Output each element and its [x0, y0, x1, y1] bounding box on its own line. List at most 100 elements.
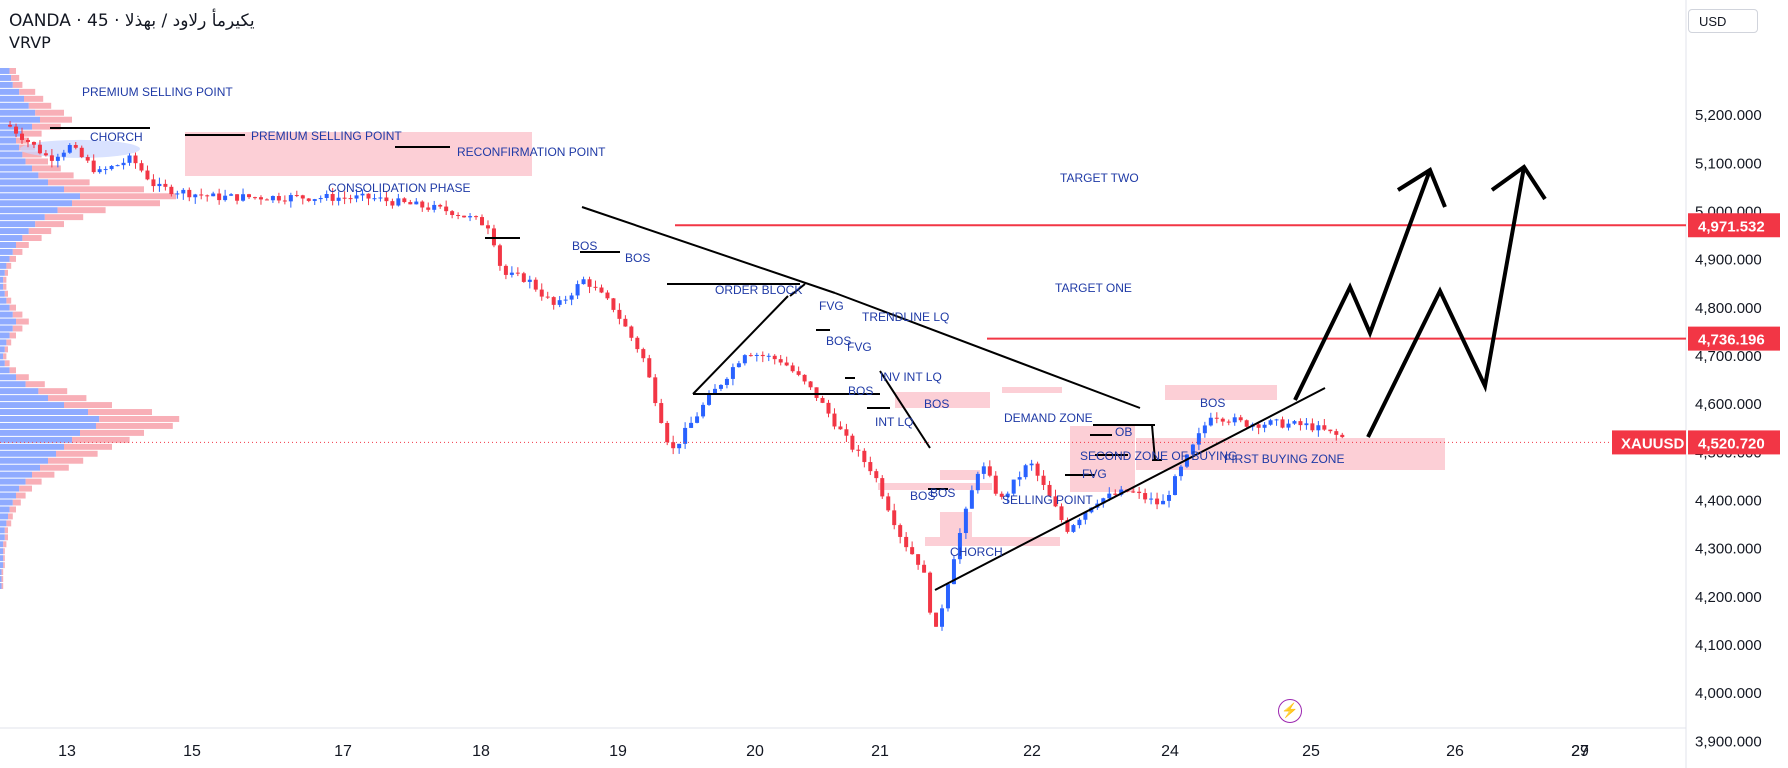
price-tag-bg: [1688, 326, 1780, 351]
candle-body: [288, 195, 293, 202]
candle-body: [683, 427, 688, 444]
y-tick-label: 4,100.000: [1695, 637, 1762, 654]
volume-bar-bull: [0, 422, 96, 429]
volume-bar-bear: [9, 255, 16, 262]
volume-bar-bull: [0, 283, 4, 290]
candle-body: [1059, 506, 1064, 520]
candle-body: [312, 199, 317, 201]
candle-body: [1196, 433, 1201, 445]
volume-bar-bear: [64, 402, 112, 409]
x-tick-label: 25: [1302, 743, 1320, 760]
volume-bar-bear: [12, 248, 23, 255]
volume-bar-bull: [0, 68, 10, 74]
structure-line: [879, 370, 931, 449]
volume-bar-bull: [0, 235, 23, 241]
volume-bar-bear: [9, 367, 16, 374]
volume-bar-bear: [3, 276, 7, 283]
volume-bar-bull: [0, 478, 26, 485]
volume-bar-bull: [0, 95, 24, 102]
arrow-head-2: [1490, 164, 1547, 201]
volume-bar-bear: [22, 235, 42, 241]
x-tick-label: 20: [746, 743, 764, 760]
candle-body: [79, 147, 84, 158]
volume-bar-bear: [9, 506, 16, 513]
volume-bar-bear: [12, 325, 23, 332]
candle-body: [1137, 491, 1142, 494]
volume-bar-bull: [0, 297, 7, 304]
candle-body: [43, 153, 48, 156]
candle-body: [641, 349, 646, 359]
zone-8: [878, 483, 992, 490]
candle-body: [1035, 463, 1040, 476]
volume-bar-bear: [40, 464, 69, 471]
candle-body: [623, 318, 628, 327]
price-tag-bg: [1688, 213, 1780, 238]
candle-body: [20, 133, 25, 140]
candle-body: [724, 378, 729, 385]
candle-body: [14, 126, 19, 134]
zone-4: [940, 470, 980, 480]
candle-body: [103, 169, 108, 171]
volume-bar-bull: [0, 416, 100, 422]
volume-bar-bull: [0, 144, 20, 151]
candle-body: [91, 160, 96, 173]
candle-body: [665, 422, 670, 443]
target-one-label: TARGET ONE: [1055, 281, 1132, 295]
candle-body: [832, 413, 837, 427]
currency-button[interactable]: USD: [1688, 9, 1758, 33]
candle-body: [414, 201, 419, 205]
volume-bar-bull: [0, 332, 10, 339]
volume-bar-bull: [0, 555, 4, 562]
candle-body: [1286, 423, 1291, 428]
structure-line: [1151, 424, 1156, 461]
candle-body: [61, 152, 66, 157]
candle-body: [485, 225, 490, 229]
volume-bar-bear: [16, 242, 29, 248]
volume-bar-bull: [0, 339, 7, 346]
candle-body: [282, 200, 287, 202]
candle-body: [1178, 466, 1183, 477]
candle-body: [426, 207, 431, 210]
candle-body: [49, 155, 54, 161]
x-tick-label: 13: [58, 743, 76, 760]
candle-body: [396, 198, 401, 206]
candle-body: [509, 272, 514, 275]
annotation-label: SELLING POINT: [1002, 493, 1093, 507]
volume-bar-bear: [57, 207, 106, 214]
volume-bar-bear: [44, 214, 84, 221]
y-tick-label: 3,900.000: [1695, 733, 1762, 750]
volume-bar-bull: [0, 548, 4, 555]
annotation-label: BOS: [625, 251, 650, 265]
projection-arrow-1: [1293, 169, 1432, 401]
y-tick-label: 4,800.000: [1695, 300, 1762, 317]
candle-body: [760, 354, 765, 357]
volume-bar-bear: [9, 68, 16, 74]
candle-body: [217, 193, 222, 201]
candle-body: [557, 300, 562, 305]
lightning-icon[interactable]: ⚡: [1278, 699, 1302, 723]
volume-bar-bear: [22, 151, 42, 158]
volume-bar-bull: [0, 318, 16, 325]
indicator-label[interactable]: VRVP: [9, 33, 51, 52]
candle-body: [1071, 525, 1076, 532]
candle-body: [438, 204, 443, 207]
annotation-label: BOS: [1200, 396, 1225, 410]
symbol-title: OANDA · 45 · يكيرمأ رلاود / بهذلا: [9, 11, 255, 31]
volume-bar-bull: [0, 534, 5, 541]
candle-body: [844, 429, 849, 436]
candle-body: [264, 199, 269, 201]
volume-bar-bull: [0, 200, 72, 207]
candle-body: [898, 525, 903, 537]
candle-body: [187, 189, 192, 198]
candle-body: [1232, 417, 1237, 423]
volume-bar-bull: [0, 304, 10, 311]
volume-bar-bull: [0, 74, 12, 81]
volume-bar-bull: [0, 311, 13, 318]
candle-body: [1190, 444, 1195, 455]
annotation-label: BOS: [826, 334, 851, 348]
volume-bar-bear: [24, 95, 44, 102]
volume-bar-bear: [16, 318, 29, 325]
x-tick-label: 24: [1161, 743, 1179, 760]
